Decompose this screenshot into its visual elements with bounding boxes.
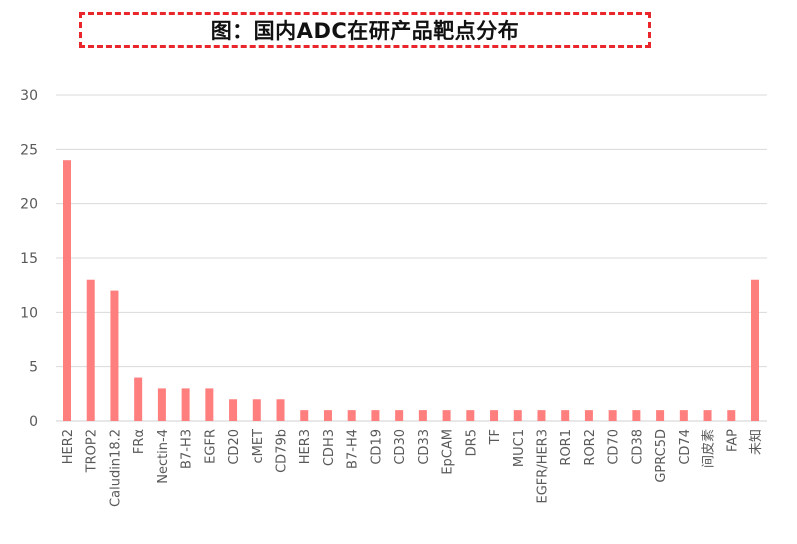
- x-tick-label: CD19: [369, 429, 384, 465]
- y-tick-label: 25: [20, 142, 38, 158]
- bar: [63, 160, 71, 421]
- x-tick-label: DR5: [464, 429, 479, 456]
- x-tick-label: ROR1: [559, 429, 574, 466]
- x-tick-label: 间皮素: [702, 429, 717, 468]
- y-tick-label: 20: [20, 197, 38, 213]
- bar: [110, 290, 119, 421]
- bar: [751, 279, 759, 421]
- x-tick-label: HER2: [61, 429, 76, 464]
- x-tick-label: CD79b: [275, 429, 290, 473]
- x-tick-label: B7-H3: [180, 429, 195, 469]
- x-tick-label: CD38: [630, 429, 645, 465]
- x-tick-label: FRα: [132, 429, 147, 454]
- x-tick-label: ROR2: [583, 429, 598, 466]
- bar: [490, 410, 499, 421]
- x-tick-label: EGFR/HER3: [535, 429, 550, 503]
- x-tick-label: 未知: [748, 429, 764, 455]
- bar: [347, 410, 356, 421]
- bar: [561, 410, 570, 421]
- bar: [300, 410, 309, 421]
- y-tick-label: 5: [29, 360, 38, 376]
- x-tick-label: CD74: [678, 429, 693, 465]
- x-tick-label: HER3: [298, 429, 313, 464]
- x-tick-label: CD70: [607, 429, 622, 465]
- bar: [584, 410, 593, 421]
- bar: [418, 410, 427, 421]
- bar: [157, 388, 166, 421]
- x-tick-label: FAP: [725, 429, 740, 452]
- y-tick-label: 30: [20, 88, 38, 104]
- y-tick-label: 10: [20, 305, 38, 321]
- chart-title: 图：国内ADC在研产品靶点分布: [210, 19, 520, 43]
- bar: [466, 410, 475, 421]
- x-tick-label: EpCAM: [441, 429, 456, 475]
- x-tick-label: B7-H4: [346, 429, 361, 469]
- bar: [656, 410, 665, 421]
- bar: [181, 388, 190, 421]
- bar: [513, 410, 522, 421]
- bar: [442, 410, 451, 421]
- x-tick-label: TF: [488, 429, 503, 445]
- x-tick-label: CD33: [417, 429, 432, 465]
- bar: [395, 410, 404, 421]
- bar: [205, 388, 214, 421]
- bar: [323, 410, 332, 421]
- bar: [371, 410, 380, 421]
- bar: [703, 410, 712, 421]
- bar: [537, 410, 546, 421]
- x-tick-label: Nectin-4: [156, 429, 171, 484]
- bar: [229, 399, 238, 421]
- bar: [86, 279, 95, 421]
- x-tick-label: MUC1: [512, 429, 527, 467]
- bar: [276, 399, 285, 421]
- x-tick-label: CDH3: [322, 429, 337, 466]
- x-tick-label: cMET: [251, 429, 266, 464]
- bar: [608, 410, 617, 421]
- x-tick-label: GPRC5D: [654, 429, 669, 483]
- bar: [134, 377, 143, 421]
- bar: [632, 410, 641, 421]
- x-tick-label: CD20: [227, 429, 242, 465]
- bar: [727, 410, 736, 421]
- x-tick-label: EGFR: [203, 429, 218, 464]
- bar: [252, 399, 261, 421]
- x-tick-label: TROP2: [85, 429, 100, 473]
- chart-title-box: 图：国内ADC在研产品靶点分布: [79, 12, 651, 48]
- y-tick-label: 15: [20, 251, 38, 267]
- x-tick-label: CD30: [393, 429, 408, 465]
- x-tick-label: Caludin18.2: [108, 429, 123, 507]
- y-tick-label: 0: [29, 414, 38, 430]
- bar: [679, 410, 688, 421]
